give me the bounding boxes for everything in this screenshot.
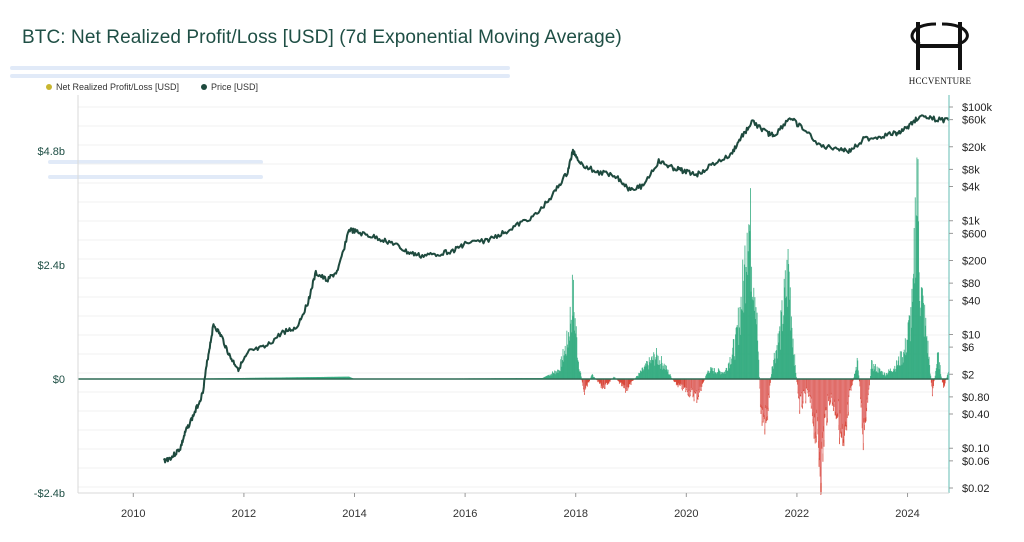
x-tick-label: 2012	[232, 508, 256, 520]
chart-legend: Net Realized Profit/Loss [USD] Price [US…	[46, 82, 258, 92]
x-tick-label: 2016	[453, 508, 477, 520]
watermark-blur	[48, 160, 263, 164]
legend-item-price[interactable]: Price [USD]	[201, 82, 258, 92]
right-tick-label: $2	[962, 369, 974, 381]
watermark-blur	[10, 66, 510, 70]
right-tick-label: $0.06	[962, 456, 990, 468]
logo-wordmark: HCCVENTURE	[908, 76, 972, 86]
hccventure-logo	[910, 22, 969, 70]
right-tick-label: $80	[962, 278, 980, 290]
left-tick-label: -$2.4b	[34, 488, 65, 500]
left-tick-label: $4.8b	[37, 146, 65, 158]
right-tick-label: $6	[962, 342, 974, 354]
right-tick-label: $10	[962, 329, 980, 341]
price-series	[162, 114, 950, 464]
right-tick-label: $600	[962, 228, 986, 240]
x-tick-label: 2014	[342, 508, 366, 520]
left-tick-label: $2.4b	[37, 260, 65, 272]
npl-series	[161, 157, 950, 495]
right-tick-label: $60k	[962, 115, 986, 127]
x-tick-label: 2010	[121, 508, 145, 520]
x-tick-label: 2020	[674, 508, 698, 520]
right-tick-label: $4k	[962, 182, 980, 194]
right-tick-label: $20k	[962, 142, 986, 154]
legend-label-npl: Net Realized Profit/Loss [USD]	[56, 82, 180, 92]
right-tick-label: $40	[962, 295, 980, 307]
axes: 2010 2012 2014 2016 2018 2020 2022 2024 $4.8b $2.…	[34, 95, 992, 520]
right-tick-label: $0.02	[962, 483, 990, 495]
x-tick-label: 2018	[563, 508, 587, 520]
right-tick-label: $8k	[962, 164, 980, 176]
legend-item-npl[interactable]: Net Realized Profit/Loss [USD]	[46, 82, 179, 92]
grid-lines	[78, 106, 949, 488]
x-tick-label: 2022	[785, 508, 809, 520]
right-tick-label: $1k	[962, 216, 980, 228]
legend-label-price: Price [USD]	[211, 82, 259, 92]
x-tick-label: 2024	[895, 508, 919, 520]
right-tick-label: $0.10	[962, 443, 990, 455]
right-tick-label: $200	[962, 256, 986, 268]
watermark-blur	[48, 175, 263, 179]
chart-title: BTC: Net Realized Profit/Loss [USD] (7d …	[22, 27, 622, 48]
legend-dot-npl	[46, 84, 52, 90]
right-tick-label: $0.80	[962, 392, 990, 404]
legend-dot-price	[201, 84, 208, 90]
right-tick-label: $100k	[962, 102, 992, 114]
price-line	[162, 114, 950, 464]
left-tick-label: $0	[53, 374, 65, 386]
right-tick-label: $0.40	[962, 409, 990, 421]
watermark-blur	[10, 74, 510, 78]
